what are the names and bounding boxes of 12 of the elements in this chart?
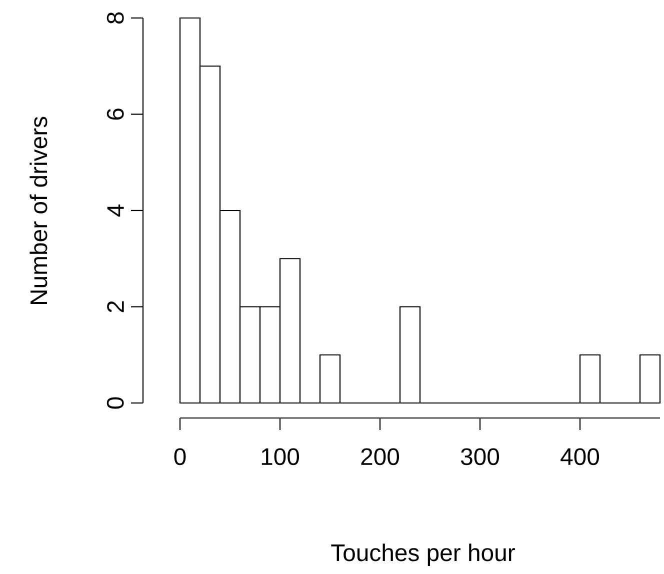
y-tick-label: 4 [107, 204, 124, 217]
y-tick-label: 6 [106, 108, 124, 120]
x-tick-label: 300 [460, 448, 500, 466]
x-tick-label: 0 [174, 448, 186, 466]
y-tick-label: 2 [107, 301, 124, 312]
y-axis-title: Number of drivers [30, 116, 48, 304]
x-tick-label: 200 [361, 448, 400, 466]
y-tick-label: 0 [106, 397, 124, 409]
x-tick-label: 100 [262, 448, 300, 466]
y-tick-label: 8 [106, 12, 124, 24]
x-tick-label: 400 [560, 448, 600, 466]
x-axis-title: Touches per hour [331, 544, 515, 566]
